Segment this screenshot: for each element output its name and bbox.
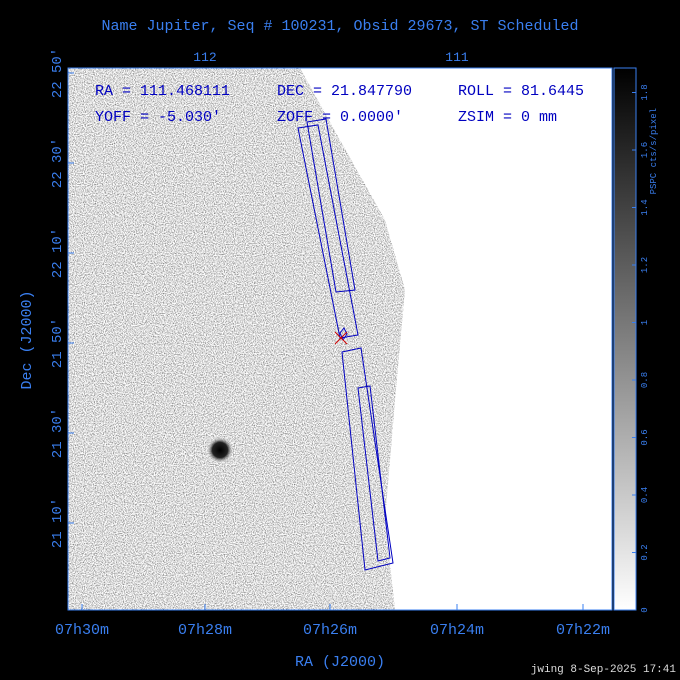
x-tick-label: 07h26m [303,622,357,639]
colorbar-tick-label: 1.2 [640,257,650,273]
colorbar-tick-label: 1.4 [640,199,650,215]
colorbar-tick-label: 0.8 [640,372,650,388]
colorbar-label: PSPC cts/s/pixel [649,108,659,194]
plot-frame [67,67,613,611]
top-tick-label: 111 [445,50,469,65]
x-tick-label: 07h30m [55,622,109,639]
colorbar-tick-label: 1 [640,320,650,325]
info-yoff: YOFF = -5.030' [95,109,221,126]
title: Name Jupiter, Seq # 100231, Obsid 29673,… [101,18,578,35]
colorbar-tick-label: 0.4 [640,487,650,503]
colorbar [613,67,637,611]
colorbar-tick-label: 1.8 [640,84,650,100]
y-tick-label: 22 10' [50,228,66,278]
y-tick-label: 21 30' [50,408,66,458]
y-tick-label: 22 30' [50,138,66,188]
info-dec: DEC = 21.847790 [277,83,412,100]
colorbar-tick-label: 0.6 [640,429,650,445]
x-ray-source [206,436,234,464]
colorbar-tick-label: 0 [640,607,650,612]
y-tick-label: 21 50' [50,318,66,368]
info-zsim: ZSIM = 0 mm [458,109,557,126]
x-axis-label: RA (J2000) [295,654,385,671]
y-tick-label: 22 50' [50,48,66,98]
info-zoff: ZOFF = 0.0000' [277,109,403,126]
x-tick-label: 07h28m [178,622,232,639]
y-axis-label: Dec (J2000) [19,290,36,389]
footer: jwing 8-Sep-2025 17:41 [531,664,677,676]
colorbar-tick-label: 0.2 [640,544,650,560]
x-tick-label: 07h24m [430,622,484,639]
y-tick-label: 21 10' [50,498,66,548]
aimpoint-marker [334,331,348,345]
instrument-outline [297,118,394,571]
colorbar-tick-label: 1.6 [640,142,650,158]
info-roll: ROLL = 81.6445 [458,83,584,100]
x-tick-label: 07h22m [556,622,610,639]
sky-image [68,68,405,610]
top-tick-label: 112 [193,50,216,65]
info-ra: RA = 111.468111 [95,83,230,100]
